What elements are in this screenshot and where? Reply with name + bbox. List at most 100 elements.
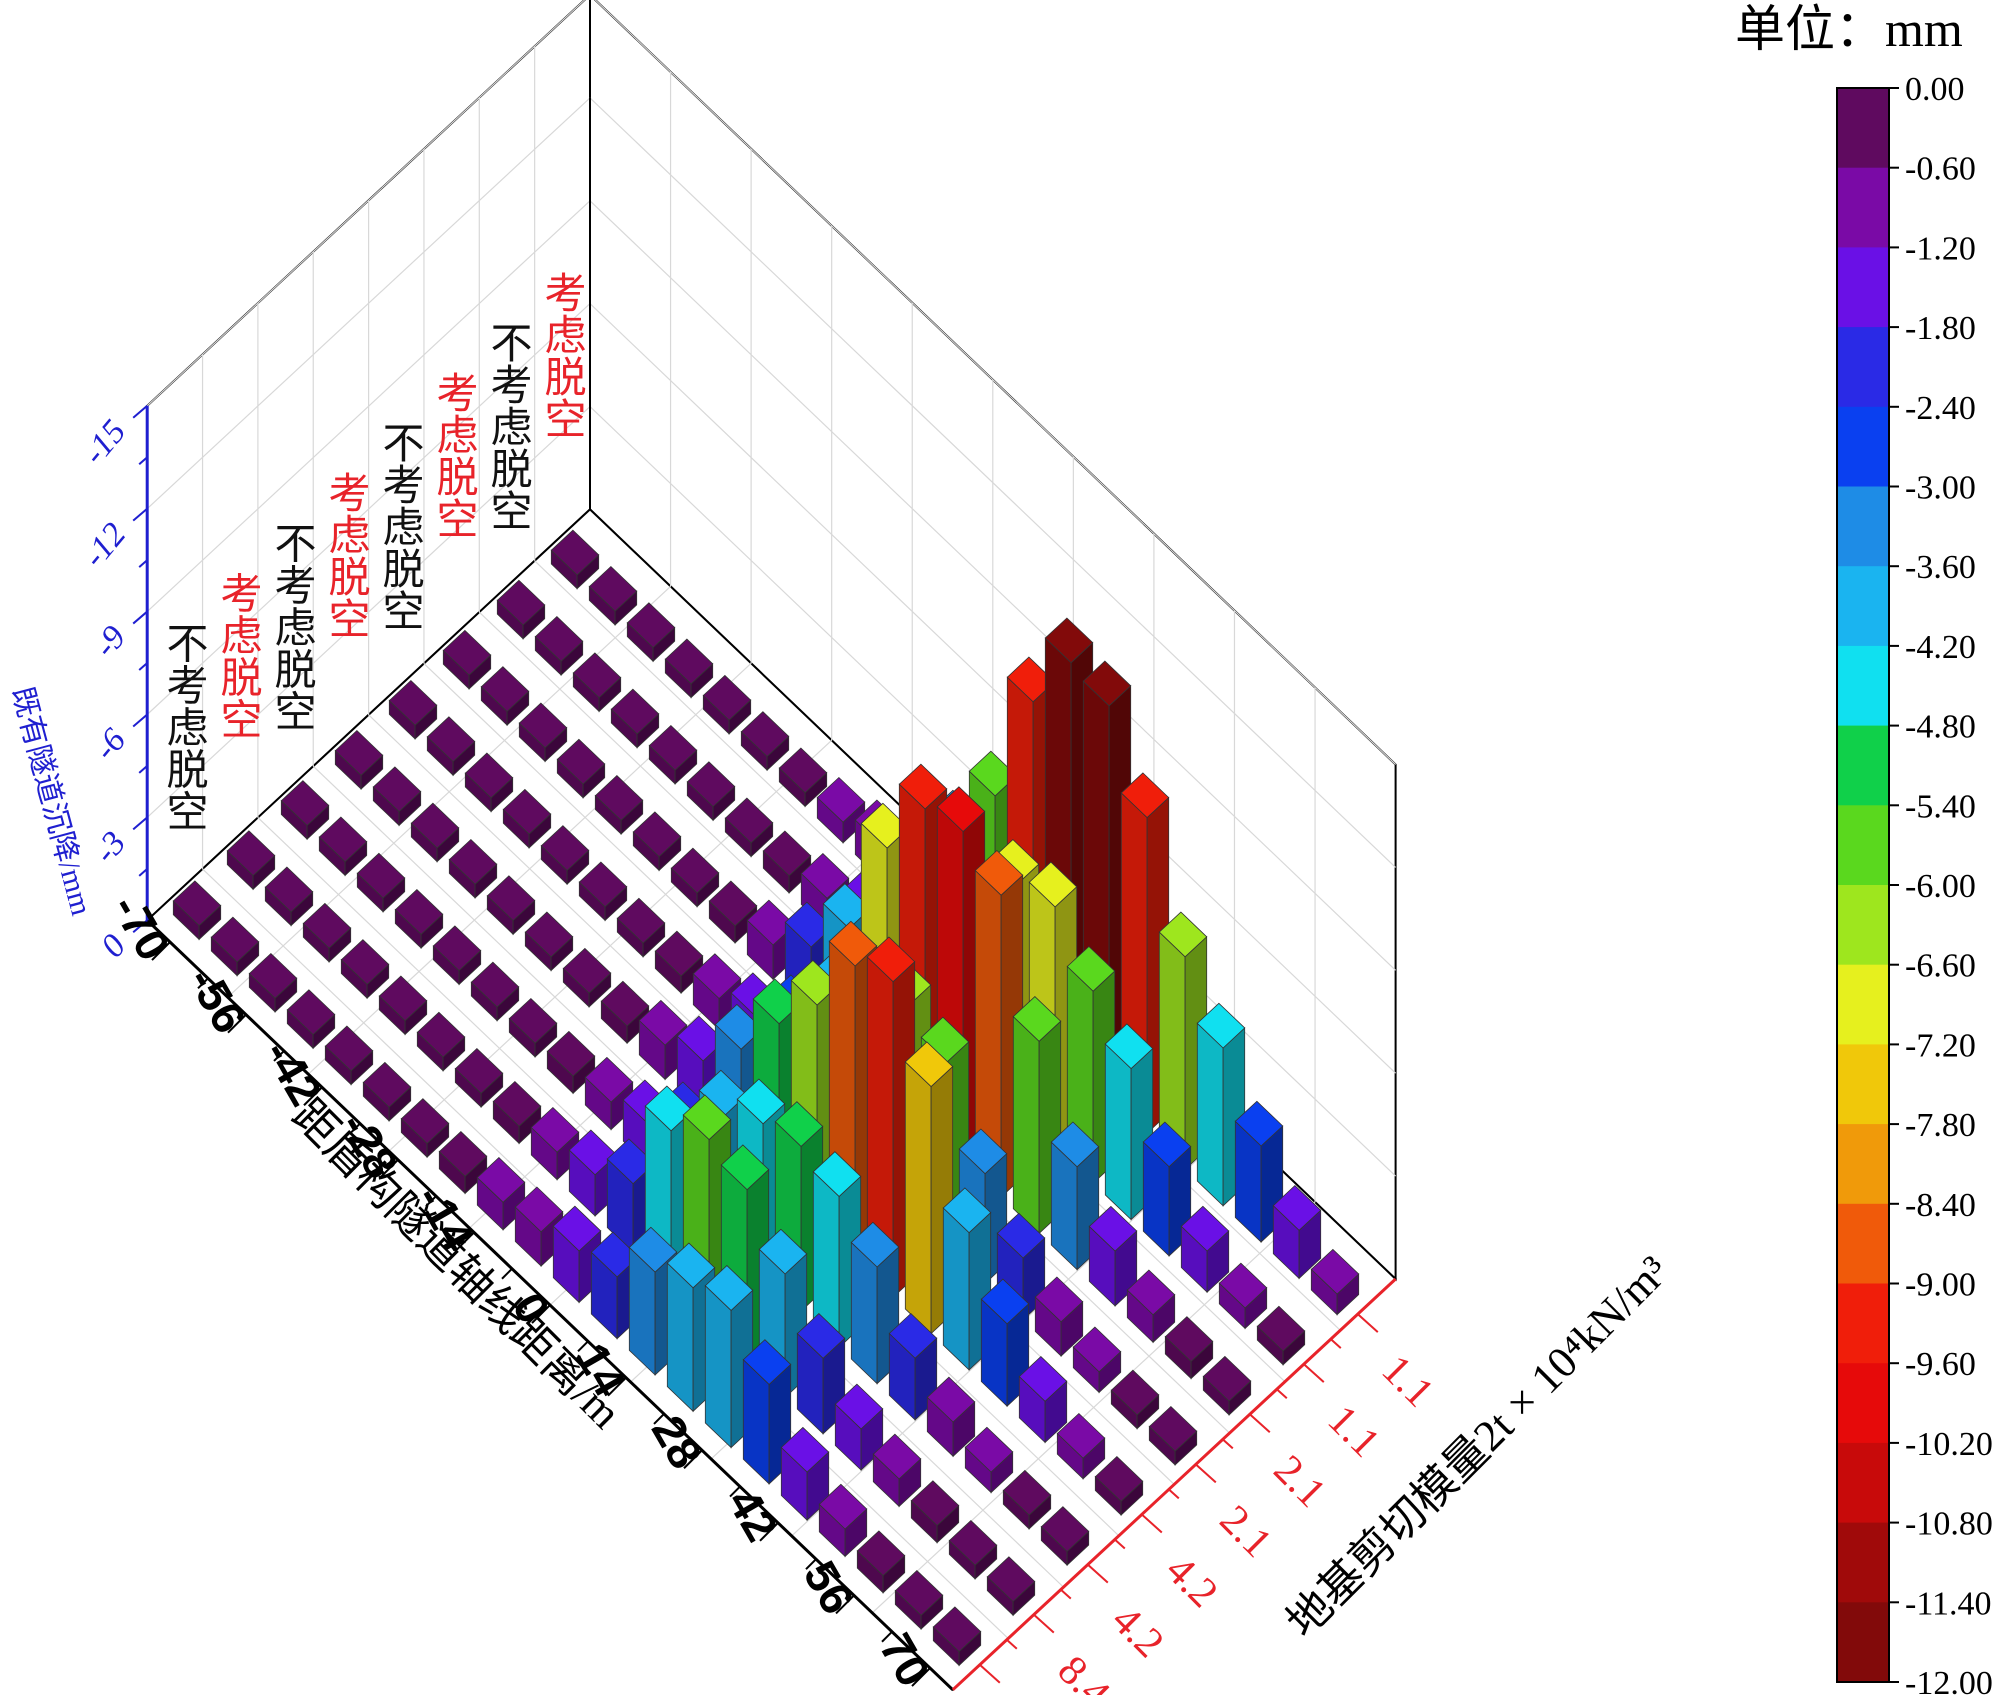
colorbar-segment [1837,1124,1889,1205]
bar [264,866,314,927]
colorbar-segment [1837,1442,1889,1524]
bar [626,602,676,663]
y-tick-mark [1087,1563,1109,1584]
bar [742,1339,792,1485]
bar [324,1025,374,1086]
bar [594,775,644,836]
z-tick-mark [132,405,148,419]
z-tick-label: -9 [87,619,134,664]
bar [464,752,514,813]
x-tick-mark [303,1086,323,1106]
colorbar-segment [1837,645,1889,727]
bar [476,1157,526,1231]
bar [1012,996,1062,1235]
y-tick-mark [1249,1413,1271,1434]
colorbar-segment [1837,486,1889,567]
colorbar-tick-label: -9.00 [1905,1267,1976,1304]
colorbar-tick-label: -5.40 [1905,788,1976,825]
bar [610,688,660,749]
y-tick-mark-minor [1168,1488,1180,1500]
bar [1180,1205,1230,1294]
y-tick-mark-minor [1006,1638,1018,1650]
x-tick-mark [683,1449,703,1469]
x-tick-mark [531,1304,551,1324]
bar [416,1011,466,1072]
y-tick-mark-minor [1276,1388,1288,1399]
bar [524,911,574,972]
colorbar-segment [1837,327,1889,408]
bar [616,897,666,958]
z-tick-mark [132,507,148,522]
bar [1272,1185,1322,1280]
axes [132,405,1397,1691]
x-tick-mark [577,1340,589,1353]
bar [470,961,520,1022]
bar [762,830,812,894]
bar [410,802,460,863]
x-tick-mark [653,1413,665,1425]
colorbar-segment [1837,1203,1889,1285]
bar [986,1556,1036,1617]
bar [496,579,546,640]
z-tick-label: -3 [87,825,134,870]
z-tick-mark-minor [138,456,148,465]
bar [438,1131,488,1195]
colorbar-tick-label: -8.40 [1905,1187,1976,1224]
bar [1148,1405,1198,1466]
colorbar-segment [1837,406,1889,488]
bar [1310,1248,1360,1316]
bar [502,788,552,849]
bar [578,861,628,922]
bar [534,616,584,677]
colorbar-tick-label: 0.00 [1905,71,1965,108]
bar [1104,1023,1154,1221]
bar [286,989,336,1050]
colorbar-segment [1837,566,1889,647]
row-label: 考虑脱空 [214,571,261,739]
bar [388,679,438,740]
bar [818,1483,868,1558]
x-tick-mark [227,1013,247,1034]
colorbar-tick-label: -9.60 [1905,1346,1976,1383]
bar [1126,1269,1176,1344]
z-tick-mark [132,713,148,728]
bar [1256,1305,1306,1366]
bar [226,830,276,891]
colorbar-tick-label: -6.00 [1905,868,1976,905]
bar [1018,1356,1068,1444]
y-tick-label: 4.2 [1157,1547,1227,1617]
colorbar-tick-label: -12.00 [1905,1665,1993,1695]
bar [632,811,682,872]
x-tick-mark [805,1558,817,1570]
row-label: 考虑脱空 [322,471,369,639]
bar [550,529,600,590]
colorbar-tick-label: -6.60 [1905,948,1976,985]
colorbar-segment [1837,725,1889,806]
bar [454,1048,504,1109]
z-tick-mark-minor [138,765,148,774]
bar [1158,911,1208,1171]
bar [1202,1355,1252,1416]
bar [584,1056,634,1131]
y-tick-label: 8.4 [1049,1647,1119,1695]
bar [1110,1369,1160,1430]
row-label: 不考虑脱空 [268,521,315,731]
bar [778,747,828,808]
colorbar-tick-label: -11.40 [1905,1585,1992,1622]
x-tick-mark [151,941,171,961]
colorbar-segment [1837,1283,1889,1364]
colorbar-tick-label: -10.80 [1905,1506,1993,1543]
bar [318,816,368,877]
bar [740,711,790,772]
bar [816,776,866,844]
bar [648,724,698,785]
bar [1088,1205,1138,1307]
y-axis-line [951,1277,1397,1691]
y-tick-mark-minor [1114,1538,1126,1550]
bar [210,916,260,977]
row-label: 不考虑脱空 [376,421,423,631]
bar [1218,1262,1268,1330]
colorbar-segment [1837,1602,1889,1683]
x-tick-mark [197,977,209,990]
